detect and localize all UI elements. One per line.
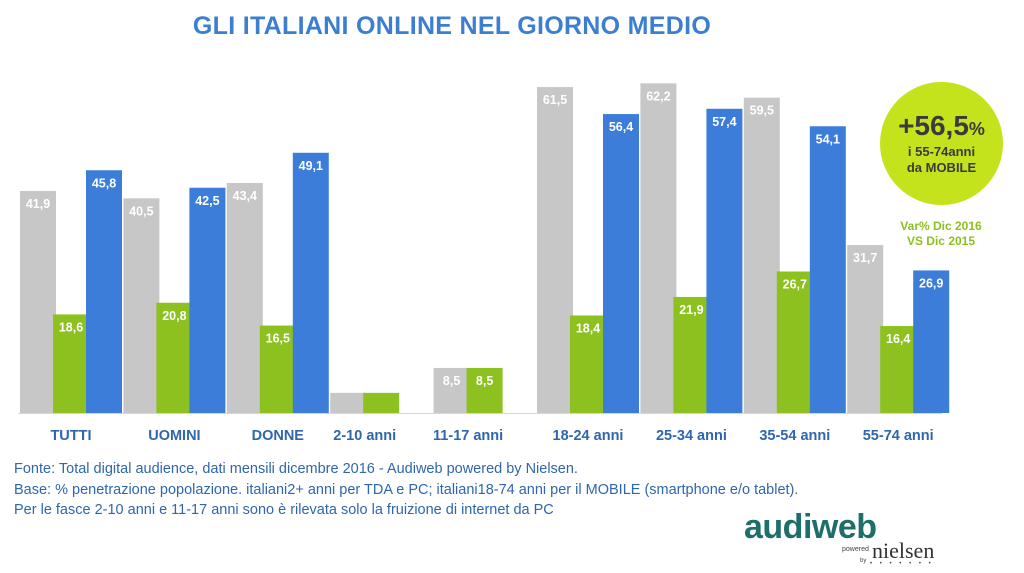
bar-value-label: 56,4 [609, 120, 633, 134]
bar-value-label: 49,1 [299, 159, 323, 173]
logo-nielsen-text: nielsen [872, 538, 935, 563]
bar-value-label: 62,2 [646, 89, 670, 103]
variation-note-line-1: Var% Dic 2016 [900, 219, 982, 233]
category-label: 2-10 anni [333, 428, 396, 444]
category-label: TUTTI [50, 428, 91, 444]
bar [156, 302, 193, 413]
bar [226, 182, 263, 413]
bar-value-label: 45,8 [92, 176, 116, 190]
bar-value-label: 26,7 [783, 277, 807, 291]
bar [292, 152, 329, 413]
badge-value: +56,5% [898, 110, 985, 141]
base-line: Base: % penetrazione popolazione. italia… [14, 481, 799, 498]
chart-title: GLI ITALIANI ONLINE NEL GIORNO MEDIO [192, 12, 712, 40]
bar [123, 198, 160, 413]
bar [640, 83, 677, 413]
bar [20, 190, 56, 413]
bar-value-label: 59,5 [750, 104, 774, 118]
category-label: 25-34 anni [656, 428, 727, 444]
bar-value-label: 61,5 [543, 93, 567, 107]
bar-value-label: 31,7 [853, 251, 877, 265]
bar [259, 325, 296, 413]
audiweb-logo: audiweb powered by • • • • • • • nielsen [744, 508, 974, 568]
bar-value-label: 18,4 [576, 321, 600, 335]
bar [330, 392, 367, 413]
bar-chart: 41,9 18,6 45,8 TUTTI 40,5 20,8 42,5 UOMINI 43,4 1… [18, 83, 950, 444]
bar-value-label: 18,6 [59, 320, 83, 334]
category-label: UOMINI [148, 428, 200, 444]
bar-value-label: 40,5 [129, 204, 153, 218]
bar-value-label: 42,5 [195, 194, 219, 208]
badge-line-1: i 55-74anni [907, 144, 976, 159]
bar [913, 270, 950, 413]
bar [809, 126, 846, 414]
logo-powered-text: powered [842, 546, 869, 553]
bar-value-label: 41,9 [26, 197, 50, 211]
source-line: Fonte: Total digital audience, dati mens… [14, 461, 578, 477]
bar [673, 296, 710, 413]
bar [706, 108, 743, 413]
logo-dots: • • • • • • • [870, 561, 934, 567]
badge-line-2: da MOBILE [906, 160, 977, 175]
bar [743, 97, 780, 414]
bar-value-label: 57,4 [712, 115, 736, 129]
category-label: 18-24 anni [553, 428, 624, 444]
bar-value-label: 43,4 [233, 189, 257, 203]
category-label: DONNE [252, 428, 305, 444]
bar-value-label: 16,5 [266, 332, 290, 346]
logo-wordmark: audiweb [744, 508, 877, 546]
bar-value-label: 8,5 [443, 374, 460, 388]
variation-note-line-2: VS Dic 2015 [906, 234, 976, 248]
bar-value-label: 21,9 [679, 303, 703, 317]
bar [776, 271, 813, 413]
source-notes: Fonte: Total digital audience, dati mens… [14, 459, 1014, 521]
bar [603, 114, 639, 413]
bar-value-label: 16,4 [886, 332, 910, 346]
bar [570, 315, 606, 413]
bar [363, 392, 400, 413]
category-label: 55-74 anni [863, 428, 934, 444]
variation-note: Var% Dic 2016 VS Dic 2015 [876, 219, 1006, 249]
category-label: 35-54 anni [759, 428, 830, 444]
bar [53, 314, 89, 413]
bar [86, 170, 122, 413]
bar [880, 326, 917, 413]
mobile-growth-badge: +56,5% i 55-74anni da MOBILE [880, 82, 1003, 205]
bar [189, 187, 226, 413]
bar-value-label: 54,1 [816, 132, 840, 146]
bar-value-label: 20,8 [162, 309, 186, 323]
bar [433, 367, 470, 413]
bar-value-label: 8,5 [476, 374, 493, 388]
bar [466, 367, 503, 413]
category-label: 11-17 anni [433, 428, 503, 444]
bar [847, 244, 884, 413]
bar-value-label: 26,9 [919, 276, 943, 290]
bar [537, 87, 573, 414]
logo-by-text: by [860, 558, 867, 564]
age-note-line: Per le fasce 2-10 anni e 11-17 anni sono… [14, 502, 554, 518]
